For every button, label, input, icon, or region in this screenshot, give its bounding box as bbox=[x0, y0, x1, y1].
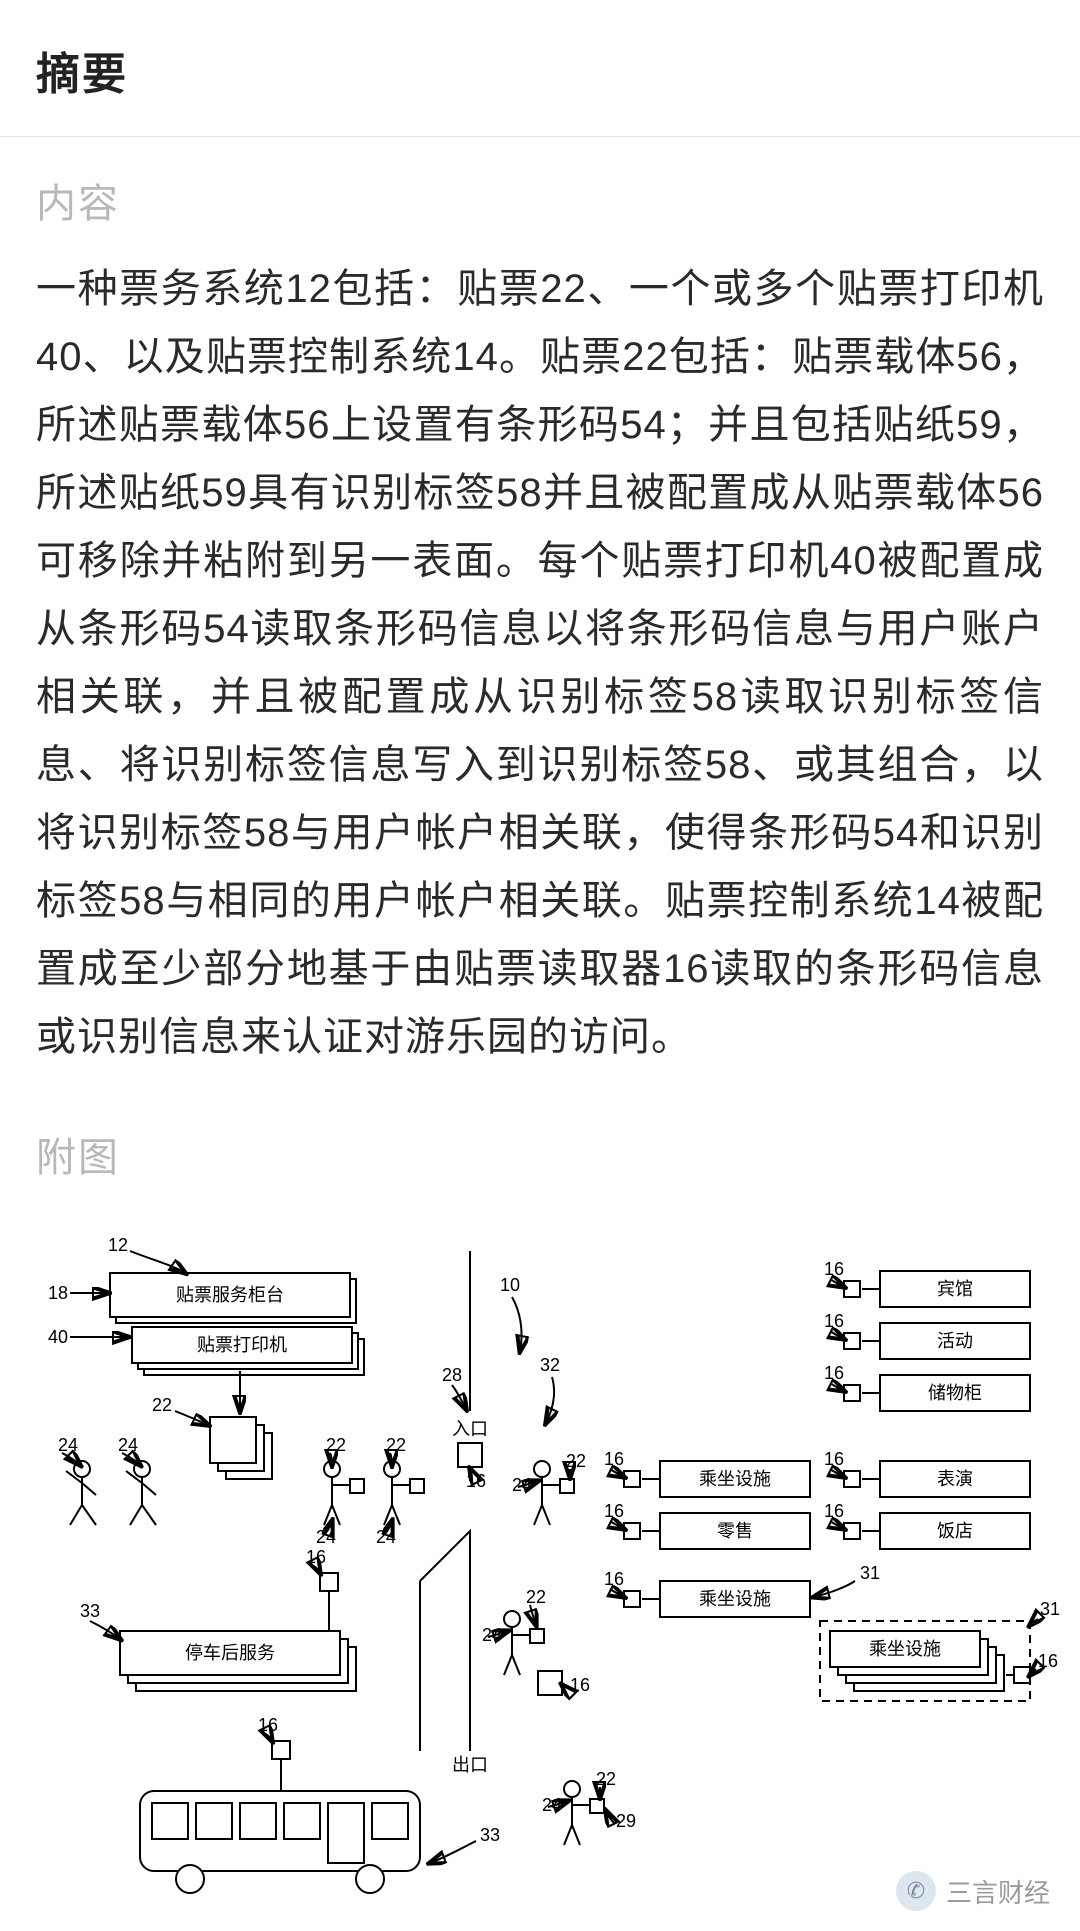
svg-text:储物柜: 储物柜 bbox=[928, 1383, 982, 1403]
svg-text:22: 22 bbox=[326, 1435, 346, 1455]
svg-text:16: 16 bbox=[824, 1449, 844, 1469]
svg-text:乘坐设施: 乘坐设施 bbox=[699, 1589, 771, 1609]
svg-text:16: 16 bbox=[306, 1547, 326, 1567]
fig-stacked-ride: 乘坐设施 16 31 bbox=[820, 1599, 1060, 1701]
fig-right-col-b: 表演 16 饭店 16 31 bbox=[814, 1449, 1030, 1597]
svg-text:24: 24 bbox=[376, 1527, 396, 1547]
fig-ticket-stack: 22 bbox=[152, 1395, 272, 1479]
svg-text:22: 22 bbox=[386, 1435, 406, 1455]
svg-text:16: 16 bbox=[824, 1363, 844, 1383]
svg-text:32: 32 bbox=[540, 1355, 560, 1375]
subhead-figure: 附图 bbox=[0, 1091, 1080, 1201]
fig-guest-7: 24 22 29 bbox=[542, 1769, 636, 1845]
svg-text:24: 24 bbox=[58, 1435, 78, 1455]
svg-text:16: 16 bbox=[604, 1569, 624, 1589]
svg-text:16: 16 bbox=[570, 1675, 590, 1695]
svg-text:18: 18 bbox=[48, 1283, 68, 1303]
svg-text:16: 16 bbox=[1038, 1651, 1058, 1671]
svg-text:乘坐设施: 乘坐设施 bbox=[869, 1639, 941, 1659]
svg-text:16: 16 bbox=[824, 1501, 844, 1521]
svg-text:乘坐设施: 乘坐设施 bbox=[699, 1469, 771, 1489]
fig-guest-1: 24 bbox=[58, 1435, 96, 1525]
svg-text:16: 16 bbox=[604, 1501, 624, 1521]
fig-label-exit: 出口 bbox=[452, 1755, 488, 1775]
wechat-icon: ✆ bbox=[896, 1871, 936, 1911]
watermark: ✆ 三言财经 bbox=[896, 1871, 1050, 1911]
abstract-body: 一种票务系统12包括：贴票22、一个或多个贴票打印机40、以及贴票控制系统14。… bbox=[0, 247, 1080, 1091]
fig-service-counter: 贴票服务柜台 贴票打印机 12 18 40 bbox=[48, 1235, 364, 1411]
svg-text:24: 24 bbox=[118, 1435, 138, 1455]
subhead-content: 内容 bbox=[0, 137, 1080, 247]
svg-text:饭店: 饭店 bbox=[937, 1521, 973, 1541]
svg-text:活动: 活动 bbox=[937, 1331, 973, 1351]
fig-guest-4: 22 24 bbox=[376, 1435, 424, 1547]
fig-label-service-counter: 贴票服务柜台 bbox=[176, 1285, 284, 1305]
section-title: 摘要 bbox=[0, 0, 1080, 137]
fig-guest-6: 24 22 16 bbox=[482, 1587, 590, 1695]
svg-text:16: 16 bbox=[824, 1311, 844, 1331]
fig-guest-2: 24 bbox=[118, 1435, 156, 1525]
svg-text:16: 16 bbox=[258, 1715, 278, 1735]
fig-guest-5: 24 22 bbox=[512, 1451, 586, 1525]
svg-text:22: 22 bbox=[526, 1587, 546, 1607]
svg-text:33: 33 bbox=[80, 1601, 100, 1621]
fig-label-printer: 贴票打印机 bbox=[197, 1335, 287, 1355]
svg-text:24: 24 bbox=[316, 1527, 336, 1547]
watermark-text: 三言财经 bbox=[946, 1873, 1050, 1910]
svg-text:31: 31 bbox=[860, 1563, 880, 1583]
svg-text:16: 16 bbox=[466, 1471, 486, 1491]
fig-bus: 16 33 bbox=[140, 1715, 500, 1893]
svg-text:29: 29 bbox=[616, 1811, 636, 1831]
svg-text:28: 28 bbox=[442, 1365, 462, 1385]
svg-text:10: 10 bbox=[500, 1275, 520, 1295]
fig-label-entrance: 入口 bbox=[452, 1419, 488, 1439]
svg-text:31: 31 bbox=[1040, 1599, 1060, 1619]
svg-text:16: 16 bbox=[824, 1259, 844, 1279]
svg-text:22: 22 bbox=[596, 1769, 616, 1789]
svg-text:40: 40 bbox=[48, 1327, 68, 1347]
fig-mid-col: 乘坐设施 16 零售 16 乘坐设施 bbox=[604, 1449, 810, 1617]
fig-right-col-a: 宾馆 16 活动 16 储物柜 bbox=[824, 1259, 1030, 1411]
patent-figure: 贴票服务柜台 贴票打印机 12 18 40 bbox=[0, 1211, 1080, 1931]
svg-text:22: 22 bbox=[566, 1451, 586, 1471]
svg-text:33: 33 bbox=[480, 1825, 500, 1845]
fig-post-parking: 停车后服务 33 16 bbox=[80, 1547, 356, 1691]
svg-text:宾馆: 宾馆 bbox=[937, 1279, 973, 1299]
svg-text:16: 16 bbox=[604, 1449, 624, 1469]
fig-guest-3: 22 24 bbox=[316, 1435, 364, 1547]
svg-text:12: 12 bbox=[108, 1235, 128, 1255]
svg-text:表演: 表演 bbox=[937, 1469, 973, 1489]
svg-text:22: 22 bbox=[152, 1395, 172, 1415]
svg-text:零售: 零售 bbox=[717, 1521, 753, 1541]
svg-text:停车后服务: 停车后服务 bbox=[185, 1643, 275, 1663]
